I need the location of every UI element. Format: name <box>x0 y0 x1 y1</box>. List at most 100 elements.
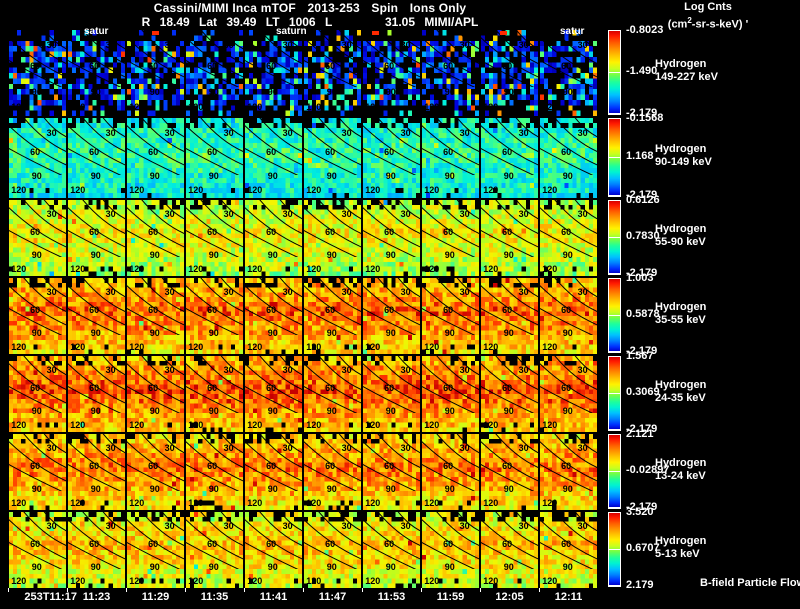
spectrogram-cell[interactable]: 30 60 90 120 <box>9 512 66 588</box>
spectrogram-cell[interactable]: 30 60 90 120 <box>68 356 125 432</box>
spectrogram-cell[interactable]: 30 60 90 120 <box>186 512 243 588</box>
spectrogram-cell[interactable]: 30 60 90 120 <box>304 512 361 588</box>
species-label: Hydrogen 35-55 keV <box>655 301 706 327</box>
spectrogram-cell[interactable]: 30 60 90 120 <box>422 434 479 510</box>
species-label: Hydrogen 90-149 keV <box>655 143 712 169</box>
colorbar-tick <box>608 72 621 73</box>
spectrogram-cell[interactable]: 30 60 90 120 <box>540 278 597 354</box>
spectrogram-cell[interactable]: 30 60 90 120 <box>304 30 361 116</box>
spectrogram-pixels <box>186 30 243 116</box>
spectrogram-cell[interactable]: 30 60 90 120 <box>186 118 243 198</box>
spectrogram-cell[interactable]: 30 60 90 120 <box>127 356 184 432</box>
species-energy-range: 35-55 keV <box>655 314 706 326</box>
spectrogram-cell[interactable]: 30 60 90 120 <box>304 434 361 510</box>
spectrogram-cell[interactable]: 30 60 90 120 <box>540 30 597 116</box>
species-label: Hydrogen 149-227 keV <box>655 58 718 84</box>
spectrogram-cell[interactable]: 30 60 90 120 <box>481 30 538 116</box>
spectrogram-cell[interactable]: 30 60 90 120 <box>481 512 538 588</box>
spectrogram-pixels <box>481 278 538 354</box>
spectrogram-cell[interactable]: 30 60 90 120 <box>363 30 420 116</box>
spectrogram-cell[interactable]: 30 60 90 120 <box>68 512 125 588</box>
spectrogram-cell[interactable]: 30 60 90 120 <box>540 434 597 510</box>
spectrogram-cell[interactable]: 30 60 90 120 <box>245 30 302 116</box>
spectrogram-cell[interactable]: 30 60 90 120 <box>127 512 184 588</box>
spectrogram-cell[interactable]: 30 60 90 120 <box>186 200 243 276</box>
saturn-annotation-center: saturn <box>276 26 307 37</box>
spectrogram-cell[interactable]: 30 60 90 120 <box>186 434 243 510</box>
spectrogram-cell[interactable]: 30 60 90 120 <box>422 356 479 432</box>
spectrogram-cell[interactable]: 30 60 90 120 <box>540 512 597 588</box>
spectrogram-cell[interactable]: 30 60 90 120 <box>9 278 66 354</box>
spectrogram-cell[interactable]: 30 60 90 120 <box>245 278 302 354</box>
spectrogram-cell[interactable]: 30 60 90 120 <box>245 200 302 276</box>
time-tick-label: 11:53 <box>377 591 406 603</box>
spectrogram-cell[interactable]: 30 60 90 120 <box>186 30 243 116</box>
spectrogram-cell[interactable]: 30 60 90 120 <box>363 278 420 354</box>
spectrogram-cell[interactable]: 30 60 90 120 <box>481 118 538 198</box>
spectrogram-cell[interactable]: 30 60 90 120 <box>9 434 66 510</box>
header: Cassini/MIMI Inca mTOF 2013-253 Spin Ion… <box>0 0 620 29</box>
spectrogram-cell[interactable]: 30 60 90 120 <box>540 200 597 276</box>
provider-label: MIMI/APL <box>424 15 479 29</box>
spectrogram-cell[interactable]: 30 60 90 120 <box>422 278 479 354</box>
spectrogram-cell[interactable]: 30 60 90 120 <box>127 200 184 276</box>
spectrogram-cell[interactable]: 30 60 90 120 <box>304 278 361 354</box>
spectrogram-cell[interactable]: 30 60 90 120 <box>363 434 420 510</box>
species-name: Hydrogen <box>655 379 707 391</box>
spectrogram-cell[interactable]: 30 60 90 120 <box>304 200 361 276</box>
colorbar-max-label: 3.520 <box>626 506 654 518</box>
spectrogram-cell[interactable]: 30 60 90 120 <box>304 118 361 198</box>
time-tick-label: 11:35 <box>200 591 229 603</box>
spectrogram-cell[interactable]: 30 60 90 120 <box>127 118 184 198</box>
spectrogram-cell[interactable]: 30 60 90 120 <box>127 30 184 116</box>
saturn-marker-1 <box>152 31 159 35</box>
spectrogram-cell[interactable]: 30 60 90 120 <box>68 30 125 116</box>
spectrogram-cell[interactable]: 30 60 90 120 <box>245 356 302 432</box>
spectrogram-cell[interactable]: 30 60 90 120 <box>363 356 420 432</box>
spectrogram-cell[interactable]: 30 60 90 120 <box>363 118 420 198</box>
spectrogram-pixels <box>540 30 597 116</box>
spectrogram-cell[interactable]: 30 60 90 120 <box>9 200 66 276</box>
spectrogram-cell[interactable]: 30 60 90 120 <box>422 512 479 588</box>
spectrogram-cell[interactable]: 30 60 90 120 <box>68 278 125 354</box>
spectrogram-cell[interactable]: 30 60 90 120 <box>422 200 479 276</box>
spectrogram-cell[interactable]: 30 60 90 120 <box>245 118 302 198</box>
spectrogram-cell[interactable]: 30 60 90 120 <box>245 512 302 588</box>
colorbar-mid-label: 0.7830 <box>626 230 660 242</box>
spectrogram-pixels <box>540 118 597 198</box>
spectrogram-cell[interactable]: 30 60 90 120 <box>68 200 125 276</box>
colorbar-tick <box>608 30 621 31</box>
spectrogram-cell[interactable]: 30 60 90 120 <box>186 278 243 354</box>
species-name: Hydrogen <box>655 535 707 547</box>
spectrogram-cell[interactable]: 30 60 90 120 <box>363 200 420 276</box>
colorbar-tick <box>608 508 621 509</box>
spectrogram-cell[interactable]: 30 60 90 120 <box>481 434 538 510</box>
spectrogram-cell[interactable]: 30 60 90 120 <box>9 118 66 198</box>
spectrogram-cell[interactable]: 30 60 90 120 <box>9 356 66 432</box>
spectrogram-cell[interactable]: 30 60 90 120 <box>481 356 538 432</box>
spectrogram-cell[interactable]: 30 60 90 120 <box>304 356 361 432</box>
spectrogram-pixels <box>245 118 302 198</box>
spectrogram-cell[interactable]: 30 60 90 120 <box>363 512 420 588</box>
spectrogram-cell[interactable]: 30 60 90 120 <box>422 118 479 198</box>
spectrogram-cell[interactable]: 30 60 90 120 <box>481 200 538 276</box>
spectrogram-pixels <box>9 200 66 276</box>
spectrogram-pixels <box>363 512 420 588</box>
spectrogram-cell[interactable]: 30 60 90 120 <box>68 118 125 198</box>
spectrogram-cell[interactable]: 30 60 90 120 <box>481 278 538 354</box>
spectrogram-cell[interactable]: 30 60 90 120 <box>9 30 66 116</box>
colorbar-max-label: -0.8023 <box>626 24 664 36</box>
spectrogram-cell[interactable]: 30 60 90 120 <box>422 30 479 116</box>
time-tick <box>539 588 540 592</box>
spectrogram-cell[interactable]: 30 60 90 120 <box>540 118 597 198</box>
spectrogram-cell[interactable]: 30 60 90 120 <box>186 356 243 432</box>
spectrogram-cell[interactable]: 30 60 90 120 <box>127 278 184 354</box>
spectrogram-cell[interactable]: 30 60 90 120 <box>245 434 302 510</box>
time-axis: 253T11:17 11:23 11:29 11:35 11:41 11:47 11:53 1… <box>8 588 598 608</box>
colorbar-tick <box>608 278 621 279</box>
colorbar-min-label: -2.179 <box>626 501 658 513</box>
spectrogram-cell[interactable]: 30 60 90 120 <box>540 356 597 432</box>
spectrogram-cell[interactable]: 30 60 90 120 <box>127 434 184 510</box>
spectrogram-cell[interactable]: 30 60 90 120 <box>68 434 125 510</box>
lat-label: Lat <box>199 15 218 29</box>
